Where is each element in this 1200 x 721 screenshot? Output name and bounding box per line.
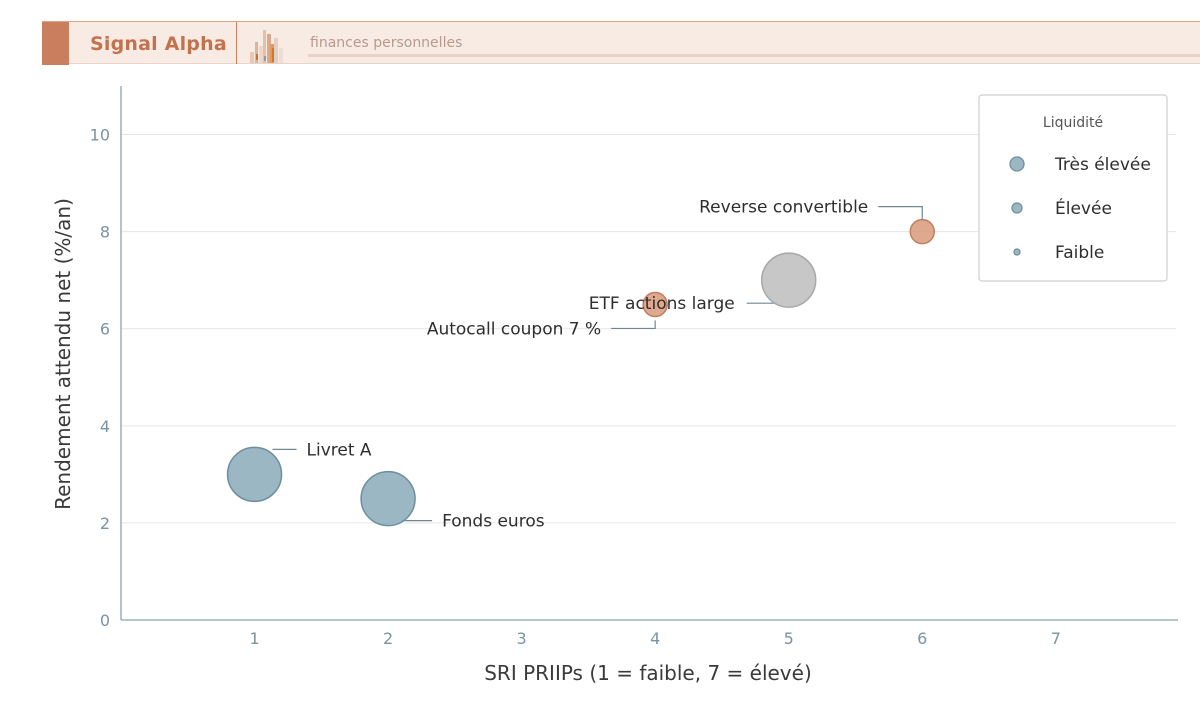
y-tick-label: 6 — [100, 320, 110, 339]
header-divider — [236, 22, 237, 64]
point-label: Autocall coupon 7 % — [427, 319, 601, 339]
legend-label: Faible — [1055, 243, 1104, 263]
x-tick-label: 6 — [917, 629, 927, 648]
point-label: Reverse convertible — [699, 198, 868, 218]
y-tick-label: 2 — [100, 514, 110, 533]
bubble-point — [226, 446, 283, 503]
x-tick-label: 3 — [517, 629, 527, 648]
legend-box — [978, 94, 1168, 282]
point-labels: Livret A Fonds euros Autocall coupon 7 % ET… — [307, 198, 869, 532]
leader-line — [611, 320, 656, 330]
bubble-point — [360, 470, 416, 527]
bubble-point — [642, 291, 668, 318]
point-label: Fonds euros — [442, 512, 545, 532]
legend-title: Liquidité — [1043, 115, 1103, 131]
header-bar: Signal Alpha finances personnelles — [42, 21, 1200, 65]
legend-entries: Très élevée Élevée Faible — [1009, 155, 1151, 263]
data-points — [226, 218, 936, 527]
y-tick-label: 4 — [100, 417, 110, 436]
brand-name: Signal Alpha — [90, 33, 227, 55]
brand-color-block — [42, 22, 69, 65]
subtitle-underline — [308, 54, 1200, 57]
x-tick-label: 2 — [383, 629, 393, 648]
legend-marker — [1009, 156, 1025, 172]
x-tick-label: 1 — [249, 629, 259, 648]
legend: Liquidité Très élevée Élevée Faible — [978, 94, 1168, 282]
y-tick-label: 0 — [100, 611, 110, 630]
legend-label: Très élevée — [1054, 155, 1151, 175]
point-label: ETF actions large — [589, 294, 735, 314]
header-subtitle: finances personnelles — [310, 35, 463, 51]
x-tick-label: 5 — [784, 629, 794, 648]
legend-marker — [1013, 248, 1021, 256]
x-tick-label: 4 — [650, 629, 660, 648]
bubble-point — [760, 252, 817, 308]
y-axis-title: Rendement attendu net (%/an) — [51, 198, 75, 510]
bar-chart-logo-icon — [250, 30, 283, 63]
legend-marker — [1011, 202, 1023, 214]
leader-line — [878, 206, 923, 220]
y-tick-label: 10 — [90, 126, 110, 145]
y-tick-label: 8 — [100, 223, 110, 242]
x-axis-title: SRI PRIIPs (1 = faible, 7 = élevé) — [484, 661, 812, 685]
x-tick-label: 7 — [1051, 629, 1061, 648]
label-leader-lines — [272, 206, 923, 522]
legend-label: Élevée — [1055, 197, 1112, 219]
axes — [120, 86, 1178, 621]
bubble-point — [909, 218, 936, 245]
point-label: Livret A — [307, 440, 372, 460]
